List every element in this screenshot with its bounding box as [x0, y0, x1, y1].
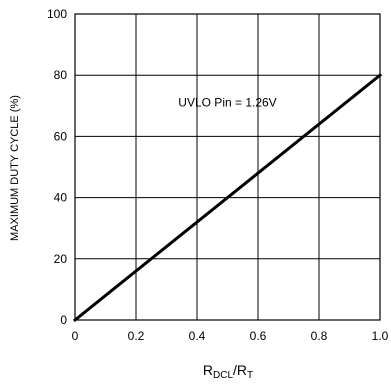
series-line: [72, 73, 383, 323]
x-axis-ticks: 0 0.2 0.4 0.6 0.8 1.0: [72, 329, 389, 343]
x-tick-label: 0.8: [311, 329, 328, 343]
x-tick-label: 1.0: [372, 329, 389, 343]
x-axis-label: RDCL/RT: [203, 362, 253, 381]
x-axis-label-main: R: [203, 362, 213, 378]
y-axis-label: MAXIMUM DUTY CYCLE (%): [9, 95, 21, 241]
x-tick-label: 0: [72, 329, 79, 343]
annotations: UVLO Pin = 1.26V: [178, 96, 276, 110]
y-axis-ticks: 0 20 40 60 80 100: [47, 7, 67, 327]
y-tick-label: 0: [60, 313, 67, 327]
x-tick-label: 0.2: [128, 329, 145, 343]
plot-frame: [74, 13, 381, 321]
y-tick-label: 80: [54, 68, 68, 82]
x-axis-label-sub2: T: [247, 370, 253, 381]
x-tick-label: 0.6: [250, 329, 267, 343]
x-axis-label-mid: /R: [233, 362, 247, 378]
y-tick-label: 60: [54, 129, 68, 143]
y-tick-label: 40: [54, 191, 68, 205]
y-tick-label: 20: [54, 252, 68, 266]
x-tick-label: 0.4: [189, 329, 206, 343]
series-layer: [72, 73, 383, 323]
x-axis-label-sub1: DCL: [213, 370, 233, 381]
y-tick-label: 100: [47, 7, 67, 21]
annotation-label: UVLO Pin = 1.26V: [178, 96, 276, 110]
